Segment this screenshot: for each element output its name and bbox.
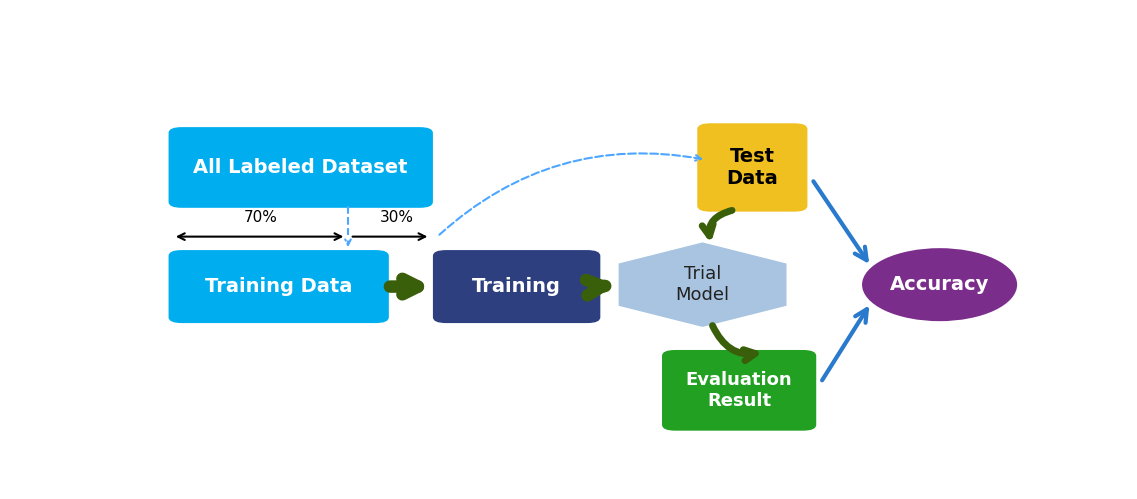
Text: Training: Training [472,277,561,296]
Text: Accuracy: Accuracy [890,275,989,294]
Text: 70%: 70% [243,210,277,225]
FancyBboxPatch shape [662,350,816,431]
FancyBboxPatch shape [697,123,807,212]
Text: Evaluation
Result: Evaluation Result [686,371,792,410]
Ellipse shape [862,248,1018,321]
Text: Trial
Model: Trial Model [675,265,730,304]
FancyBboxPatch shape [168,250,389,323]
Text: All Labeled Dataset: All Labeled Dataset [193,158,408,177]
Text: Training Data: Training Data [205,277,352,296]
Text: Test
Data: Test Data [727,147,778,188]
FancyBboxPatch shape [168,127,433,208]
FancyBboxPatch shape [433,250,600,323]
Polygon shape [619,243,787,327]
Text: 30%: 30% [380,210,414,225]
